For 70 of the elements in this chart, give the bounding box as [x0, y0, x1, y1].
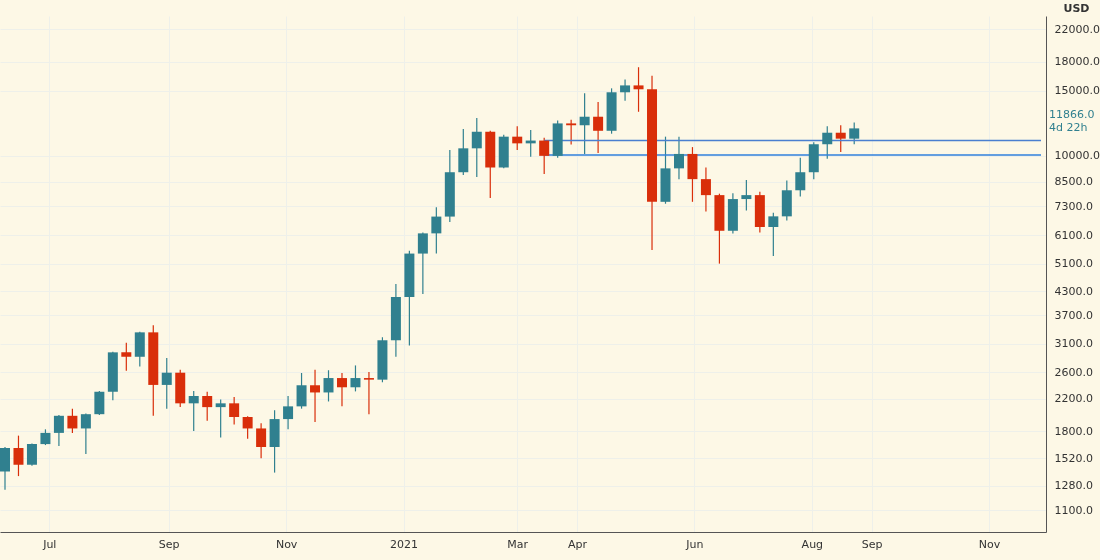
y-tick-label: 8500.0 — [1054, 175, 1093, 189]
y-tick-label: 18000.0 — [1054, 55, 1100, 69]
x-tick-label: Jul — [42, 537, 57, 551]
candlestick — [566, 119, 577, 145]
candlestick — [0, 446, 10, 491]
candlestick — [620, 79, 631, 102]
candlestick — [229, 396, 240, 426]
candlestick — [94, 390, 105, 416]
text: 11866.0 — [1049, 108, 1095, 121]
y-tick-label: 15000.0 — [1054, 84, 1100, 98]
candlestick — [363, 371, 374, 415]
candlestick — [700, 166, 711, 213]
candlestick — [67, 408, 78, 434]
x-tick-label: Nov — [978, 537, 1001, 551]
candlestick — [323, 369, 334, 403]
y-tick-label: 6100.0 — [1054, 228, 1093, 242]
candlestick — [161, 357, 172, 410]
candlestick — [296, 372, 307, 410]
candlestick — [741, 179, 752, 212]
candlestick — [350, 364, 361, 393]
text: 4d 22h — [1049, 121, 1088, 134]
candlestick — [673, 136, 684, 180]
candlestick — [283, 395, 294, 430]
candlestick — [458, 128, 469, 176]
x-tick-label: Apr — [567, 537, 588, 551]
y-tick-label: 4300.0 — [1054, 284, 1093, 298]
candlestick — [431, 206, 442, 255]
candlestick — [336, 372, 347, 407]
candlestick — [202, 391, 213, 422]
candlestick — [188, 390, 199, 432]
candlestick — [593, 101, 604, 154]
x-tick-label: Aug — [801, 537, 824, 551]
candlestick — [633, 66, 644, 113]
y-tick-label: 7300.0 — [1054, 199, 1093, 213]
candlestick — [417, 231, 428, 295]
y-tick-label: 1100.0 — [1054, 503, 1093, 517]
y-tick-label: 3100.0 — [1054, 337, 1093, 351]
x-tick-label: Mar — [507, 537, 529, 551]
x-tick-label: Nov — [275, 537, 298, 551]
candlestick — [256, 422, 267, 459]
candlestick — [835, 124, 846, 153]
candlestick — [53, 414, 64, 447]
candlestick — [242, 415, 253, 440]
y-tick-label: 2600.0 — [1054, 365, 1093, 379]
candlestick — [512, 125, 523, 151]
candlestick — [795, 157, 806, 198]
y-tick-label: 5100.0 — [1054, 257, 1093, 271]
candlestick — [849, 121, 860, 145]
candlestick — [539, 137, 550, 175]
x-tick-label: 2021 — [390, 537, 419, 551]
candlestick — [310, 369, 321, 423]
y-tick-label: 10000.0 — [1054, 149, 1100, 163]
candlestick — [579, 92, 590, 155]
candlestick — [13, 435, 24, 477]
candlestick — [121, 342, 132, 372]
candlestick — [80, 412, 91, 455]
y-axis-title: USD — [1063, 1, 1090, 15]
y-tick-label: 3700.0 — [1054, 308, 1093, 322]
y-tick-label: 1280.0 — [1054, 479, 1093, 493]
candlestick — [822, 125, 833, 160]
y-tick-label: 1800.0 — [1054, 424, 1093, 438]
candlestick — [215, 399, 226, 439]
candlestick — [471, 117, 482, 178]
y-tick-label: 1520.0 — [1054, 451, 1093, 465]
y-tick-label: 2200.0 — [1054, 392, 1093, 406]
candlestick — [768, 212, 779, 257]
x-tick-label: Sep — [158, 537, 180, 551]
y-tick-label: 22000.0 — [1054, 22, 1100, 36]
x-tick-label: Sep — [861, 537, 883, 551]
x-tick-label: Jun — [685, 537, 704, 551]
